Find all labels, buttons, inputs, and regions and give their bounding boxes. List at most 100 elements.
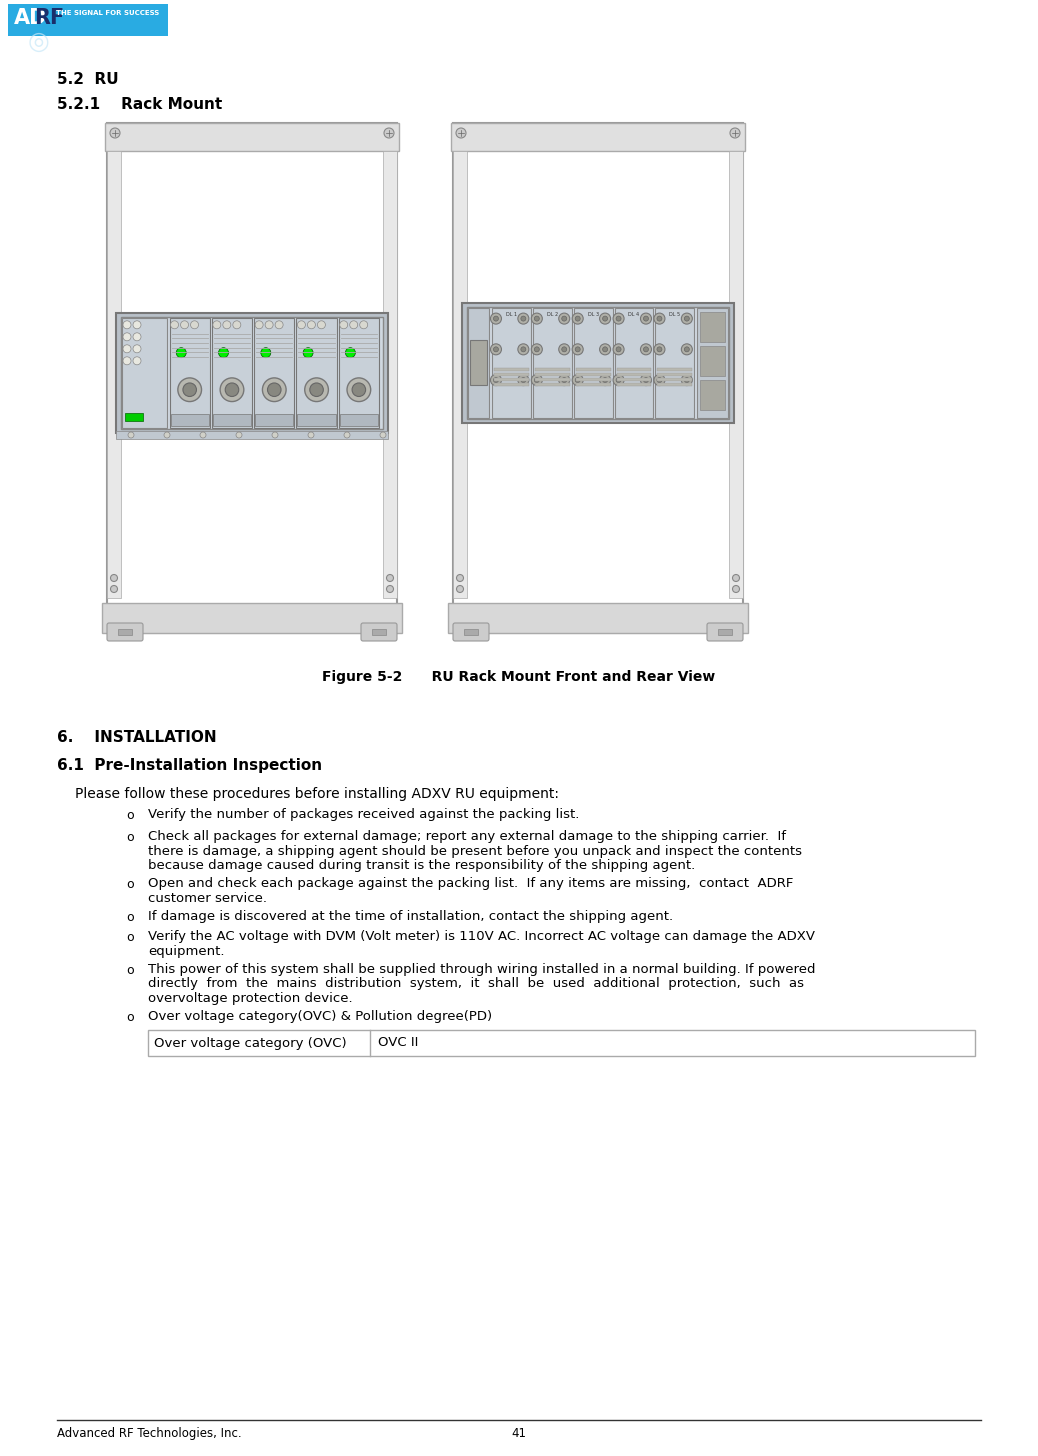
Circle shape <box>491 374 501 386</box>
Circle shape <box>600 374 610 386</box>
Circle shape <box>603 377 607 383</box>
Text: OVC II: OVC II <box>378 1037 418 1050</box>
Circle shape <box>177 379 201 402</box>
Text: directly  from  the  mains  distribution  system,  it  shall  be  used  addition: directly from the mains distribution sys… <box>148 977 804 990</box>
Bar <box>698 307 728 418</box>
Bar <box>105 122 399 151</box>
Circle shape <box>386 575 393 581</box>
Circle shape <box>493 377 498 383</box>
Circle shape <box>265 320 273 329</box>
Circle shape <box>644 316 649 322</box>
Circle shape <box>213 320 221 329</box>
Bar <box>574 307 612 418</box>
Circle shape <box>684 347 689 352</box>
Bar <box>298 414 335 427</box>
Bar <box>614 307 654 418</box>
Bar <box>494 379 528 381</box>
Bar <box>116 431 388 440</box>
Bar <box>701 312 725 342</box>
Circle shape <box>272 432 278 438</box>
Text: Verify the AC voltage with DVM (Volt meter) is 110V AC. Incorrect AC voltage can: Verify the AC voltage with DVM (Volt met… <box>148 930 815 943</box>
Circle shape <box>347 379 371 402</box>
Bar <box>453 122 743 633</box>
Circle shape <box>558 344 570 355</box>
Circle shape <box>640 313 652 325</box>
Bar <box>297 317 336 428</box>
Bar <box>535 383 570 386</box>
Circle shape <box>122 345 131 352</box>
Bar <box>532 307 572 418</box>
Circle shape <box>657 377 662 383</box>
Text: 41: 41 <box>512 1427 526 1440</box>
Circle shape <box>733 575 739 581</box>
Bar <box>339 414 378 427</box>
Circle shape <box>617 316 621 322</box>
Circle shape <box>617 377 621 383</box>
Bar <box>212 317 252 428</box>
Bar <box>657 373 692 376</box>
Circle shape <box>654 313 665 325</box>
Circle shape <box>346 348 355 358</box>
Bar <box>338 317 379 428</box>
Text: DL 1: DL 1 <box>506 312 517 316</box>
Bar <box>576 379 610 381</box>
Circle shape <box>384 128 394 138</box>
Circle shape <box>220 379 244 402</box>
Circle shape <box>681 344 692 355</box>
Text: overvoltage protection device.: overvoltage protection device. <box>148 992 353 1005</box>
Text: Please follow these procedures before installing ADXV RU equipment:: Please follow these procedures before in… <box>75 788 559 801</box>
FancyBboxPatch shape <box>361 623 397 641</box>
Circle shape <box>521 347 526 352</box>
Bar <box>718 629 732 635</box>
Text: o: o <box>127 930 134 943</box>
Bar <box>494 373 528 376</box>
Circle shape <box>457 575 464 581</box>
Bar <box>494 368 528 371</box>
Circle shape <box>558 313 570 325</box>
Circle shape <box>733 585 739 593</box>
Text: DL 2: DL 2 <box>547 312 557 316</box>
Bar <box>372 629 386 635</box>
Circle shape <box>493 347 498 352</box>
Circle shape <box>360 320 367 329</box>
Circle shape <box>613 313 624 325</box>
Text: o: o <box>127 810 134 823</box>
FancyBboxPatch shape <box>707 623 743 641</box>
Circle shape <box>176 348 186 358</box>
Bar <box>701 380 725 411</box>
Circle shape <box>575 316 580 322</box>
Circle shape <box>261 348 271 358</box>
Text: o: o <box>127 831 134 844</box>
Circle shape <box>219 348 228 358</box>
Text: THE SIGNAL FOR SUCCESS: THE SIGNAL FOR SUCCESS <box>56 10 159 16</box>
Bar <box>169 317 210 428</box>
FancyBboxPatch shape <box>453 623 489 641</box>
Text: 5.2.1    Rack Mount: 5.2.1 Rack Mount <box>57 98 222 112</box>
Bar <box>576 373 610 376</box>
Circle shape <box>575 377 580 383</box>
Circle shape <box>558 374 570 386</box>
Circle shape <box>110 575 117 581</box>
Bar <box>467 307 729 419</box>
Bar <box>657 368 692 371</box>
Circle shape <box>640 344 652 355</box>
Text: Over voltage category(OVC) & Pollution degree(PD): Over voltage category(OVC) & Pollution d… <box>148 1010 492 1024</box>
Circle shape <box>681 313 692 325</box>
Text: DL 5: DL 5 <box>670 312 681 316</box>
Circle shape <box>613 374 624 386</box>
Bar <box>148 1029 975 1056</box>
Text: Check all packages for external damage; report any external damage to the shippi: Check all packages for external damage; … <box>148 830 786 843</box>
Circle shape <box>654 344 665 355</box>
Circle shape <box>164 432 170 438</box>
Bar <box>617 373 652 376</box>
Circle shape <box>110 128 120 138</box>
Bar <box>617 379 652 381</box>
Circle shape <box>133 320 141 329</box>
Circle shape <box>562 347 567 352</box>
Circle shape <box>233 320 241 329</box>
Text: RF: RF <box>34 7 64 28</box>
Circle shape <box>684 377 689 383</box>
Circle shape <box>200 432 206 438</box>
Bar <box>492 307 530 418</box>
Circle shape <box>640 374 652 386</box>
